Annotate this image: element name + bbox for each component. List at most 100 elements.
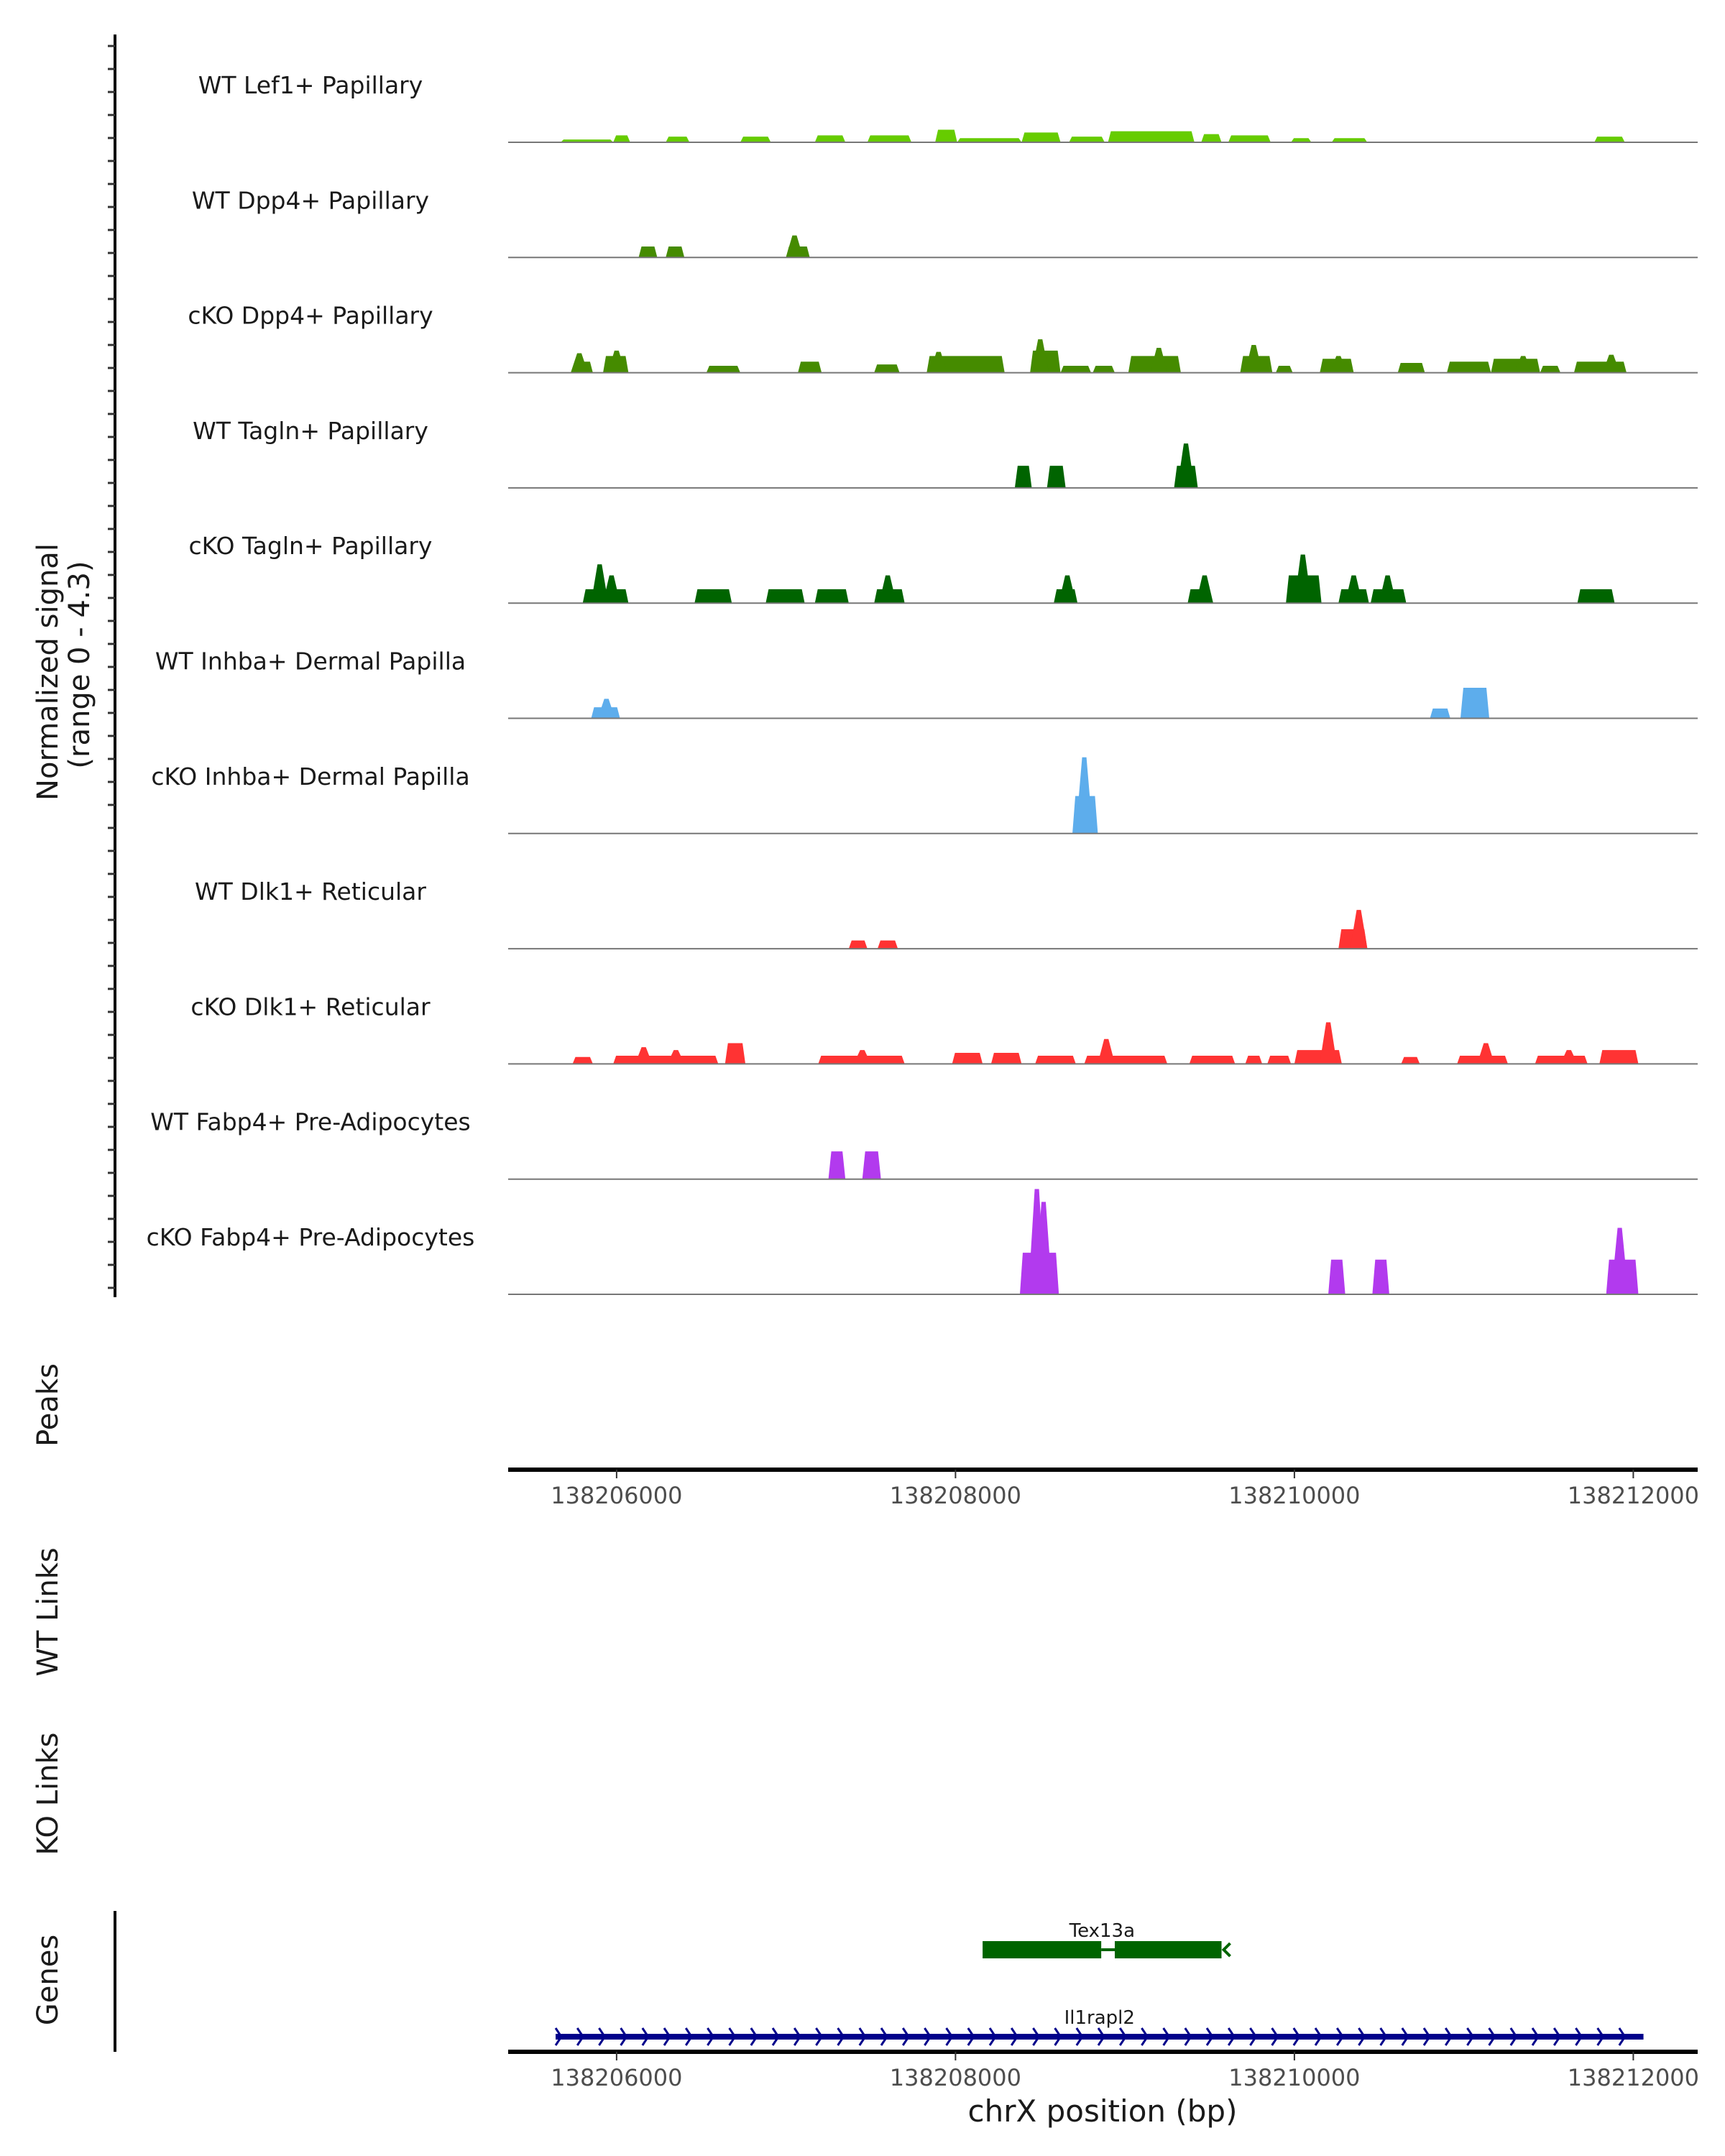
signal-block — [1401, 1056, 1420, 1064]
strand-arrow-icon — [1221, 1942, 1231, 1958]
strand-arrow-icon — [1531, 2027, 1540, 2046]
signal-block — [638, 246, 658, 258]
track: cKO Dlk1+ Reticular — [190, 992, 1698, 1065]
track: cKO Dpp4+ Papillary — [188, 302, 1698, 374]
signal-peak — [1177, 443, 1195, 488]
x-tick-label: 138206000 — [551, 2064, 682, 2091]
x-tick-label: 138212000 — [1568, 2064, 1699, 2091]
signal-block — [613, 1055, 719, 1064]
strand-arrow-icon — [1032, 2027, 1041, 2046]
signal-block — [862, 1151, 881, 1179]
strand-arrow-icon — [663, 2027, 671, 2046]
signal-peak — [1034, 1202, 1052, 1294]
signal-peak — [1602, 354, 1620, 373]
ko-links-label: KO Links — [32, 1733, 65, 1856]
signal-peak — [786, 235, 804, 258]
signal-block — [1092, 365, 1116, 373]
signal-block — [572, 1056, 593, 1064]
strand-arrow-icon — [1141, 2027, 1149, 2046]
signal-block — [1291, 138, 1312, 142]
strand-arrow-icon — [1444, 2027, 1453, 2046]
signal-block — [814, 589, 849, 604]
x-tick-label: 138208000 — [890, 2064, 1021, 2091]
signal-peak — [1031, 339, 1049, 373]
track-label: WT Inhba+ Dermal Papilla — [155, 648, 466, 676]
signal-peak — [1058, 575, 1076, 604]
track-label: cKO Tagln+ Papillary — [189, 532, 433, 560]
track-label: cKO Fabp4+ Pre-Adipocytes — [147, 1223, 475, 1251]
track-label: cKO Dlk1+ Reticular — [190, 992, 431, 1021]
strand-arrow-icon — [1010, 2027, 1019, 2046]
gene-annotations: Tex13a Il1rapl2 — [554, 1920, 1644, 2046]
strand-arrow-icon — [1118, 2027, 1128, 2046]
strand-arrow-icon — [1596, 2027, 1605, 2046]
strand-arrow-icon — [1227, 2027, 1236, 2046]
gene-il1rapl2: Il1rapl2 — [554, 2007, 1644, 2046]
genes-label: Genes — [32, 1935, 65, 2025]
signal-peak — [1245, 345, 1263, 373]
x-axis-label: chrX position (bp) — [968, 2093, 1238, 2129]
y-axis-label-line2: (range 0 - 4.3) — [63, 561, 96, 768]
strand-arrow-icon — [1335, 2027, 1345, 2046]
strand-arrow-icon — [901, 2027, 911, 2046]
strand-arrow-icon — [1292, 2027, 1301, 2046]
strand-arrow-icon — [728, 2027, 737, 2046]
signal-block — [828, 1151, 846, 1179]
signal-block — [990, 1053, 1022, 1064]
signal-peak — [1195, 575, 1213, 604]
signal-block — [798, 361, 822, 373]
track-label: WT Dlk1+ Reticular — [195, 877, 426, 906]
signal-block — [867, 135, 912, 142]
signal-peak — [1320, 1022, 1338, 1064]
strand-arrow-icon — [620, 2027, 628, 2046]
x-tick-label: 138210000 — [1228, 1482, 1360, 1509]
strand-arrow-icon — [1379, 2027, 1388, 2046]
signal-block — [1397, 363, 1425, 373]
track: WT Tagln+ Papillary — [193, 417, 1698, 489]
strand-arrow-icon — [750, 2027, 758, 2046]
strand-arrow-icon — [988, 2027, 997, 2046]
strand-arrow-icon — [684, 2027, 694, 2046]
signal-block — [1372, 1259, 1389, 1294]
signal-block — [1035, 1055, 1076, 1064]
signal-peak — [1379, 575, 1397, 604]
x-tick-label: 138206000 — [551, 1482, 682, 1509]
track-label: WT Dpp4+ Papillary — [192, 186, 429, 214]
wt-links-label: WT Links — [32, 1547, 65, 1676]
signal-block — [666, 137, 690, 142]
signal-peak — [1560, 1050, 1578, 1064]
signal-block — [935, 129, 957, 142]
signal-peak — [635, 1047, 653, 1064]
track: WT Dpp4+ Papillary — [192, 186, 1698, 259]
signal-peak — [1350, 910, 1368, 949]
strand-arrow-icon — [1205, 2027, 1214, 2046]
strand-arrow-icon — [1162, 2027, 1171, 2046]
signal-block — [957, 138, 1022, 142]
coverage-tracks: WT Lef1+ Papillary WT Dpp4+ Papillary cKO … — [147, 71, 1698, 1295]
signal-block — [1046, 466, 1066, 488]
x-axis-peaks: 138206000 138208000 138210000 138212000 — [508, 1468, 1699, 1509]
signal-block — [877, 940, 898, 949]
track: WT Lef1+ Papillary — [198, 71, 1698, 143]
strand-arrow-icon — [771, 2027, 780, 2046]
signal-block — [1599, 1050, 1639, 1064]
strand-arrow-icon — [1488, 2027, 1496, 2046]
x-tick-label: 138208000 — [890, 1482, 1021, 1509]
signal-block — [1577, 589, 1615, 604]
signal-block — [1189, 1055, 1236, 1064]
signal-block — [765, 589, 805, 604]
x-axis-genes: 138206000 138208000 138210000 138212000 — [508, 2050, 1699, 2091]
track: cKO Inhba+ Dermal Papilla — [151, 757, 1698, 834]
signal-block — [1447, 361, 1491, 373]
signal-peak — [1294, 554, 1312, 604]
signal-peak — [571, 353, 589, 373]
signal-block — [952, 1053, 983, 1064]
strand-arrow-icon — [1618, 2027, 1627, 2046]
signal-peak — [929, 351, 947, 373]
exon — [983, 1941, 1102, 1958]
signal-peak — [1075, 757, 1093, 834]
signal-block — [694, 589, 732, 604]
signal-peak — [602, 575, 620, 604]
signal-block — [1331, 138, 1368, 142]
